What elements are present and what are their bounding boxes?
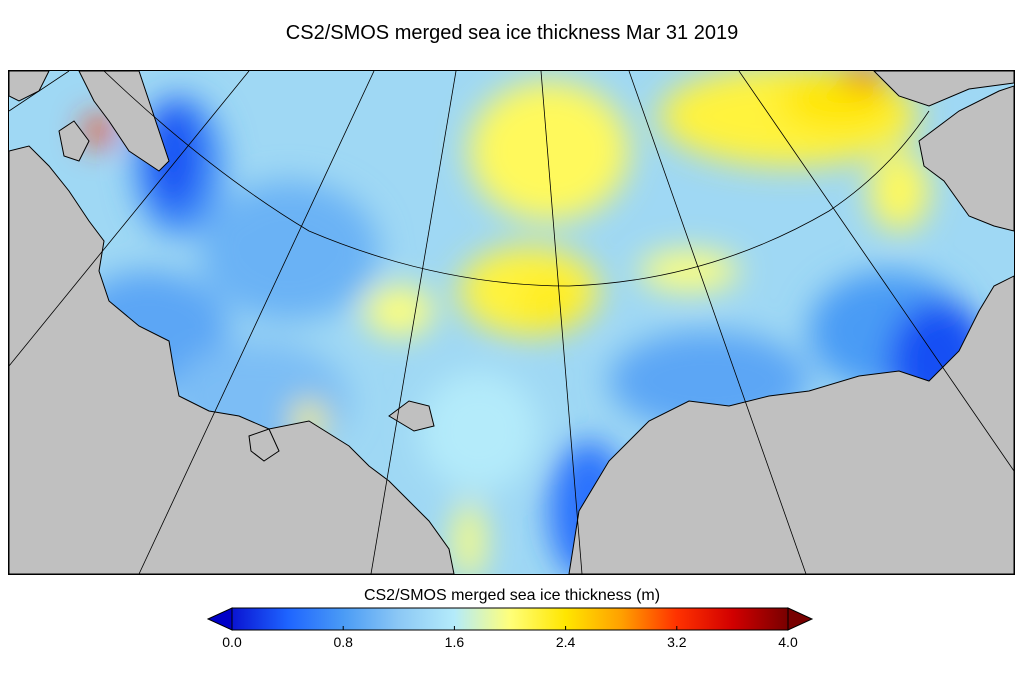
land-svalbard-fragment — [918, 85, 1014, 232]
thickness-patch — [84, 116, 114, 146]
colorbar-tick-label: 4.0 — [778, 634, 798, 650]
colorbar-title: CS2/SMOS merged sea ice thickness (m) — [363, 587, 661, 604]
land-greenland-north — [9, 145, 455, 574]
colorbar-tick-label: 3.2 — [667, 634, 687, 650]
thickness-patch — [364, 286, 434, 336]
colorbar-over-arrow — [787, 607, 814, 631]
thickness-patch — [199, 181, 379, 321]
land-corner-ne — [873, 71, 1014, 107]
thickness-patch — [149, 101, 199, 211]
colorbar-tick-label: 2.4 — [555, 634, 576, 650]
colorbar-tick-label: 0.8 — [333, 634, 353, 650]
land-island-b — [388, 400, 435, 432]
meridian-line — [138, 71, 375, 574]
thickness-patch — [779, 71, 899, 131]
land-island-c — [248, 428, 280, 462]
latitude-circle — [103, 71, 930, 287]
land-masses — [9, 71, 1014, 574]
thickness-patch — [454, 501, 484, 574]
colorbar-gradient — [231, 607, 789, 631]
meridian-line — [738, 71, 1014, 472]
land-ellesmere — [78, 71, 170, 172]
map-title: CS2/SMOS merged sea ice thickness Mar 31… — [285, 22, 739, 44]
land-corner-nw — [9, 71, 50, 102]
colorbar-ticks — [231, 626, 789, 630]
thickness-patch — [639, 251, 739, 291]
meridian-line — [9, 71, 250, 367]
thickness-patch — [869, 151, 929, 231]
land-siberia — [568, 275, 1014, 574]
thickness-patch — [519, 276, 579, 326]
colorbar-tick-label: 1.6 — [444, 634, 465, 650]
colorbar-under-arrow — [206, 607, 233, 631]
thickness-patch — [844, 71, 884, 86]
meridian-line — [370, 71, 457, 574]
graticule — [9, 71, 1014, 574]
meridian-line — [9, 71, 70, 112]
thickness-patch — [469, 81, 629, 221]
meridian-line — [540, 71, 583, 574]
meridian-line — [628, 71, 807, 574]
land-island-a — [58, 120, 90, 162]
thickness-patch — [419, 371, 539, 491]
colorbar-tick-label: 0.0 — [222, 634, 242, 650]
sea-ice-map — [9, 71, 1014, 574]
map-frame — [8, 70, 1015, 575]
colorbar — [206, 607, 814, 631]
